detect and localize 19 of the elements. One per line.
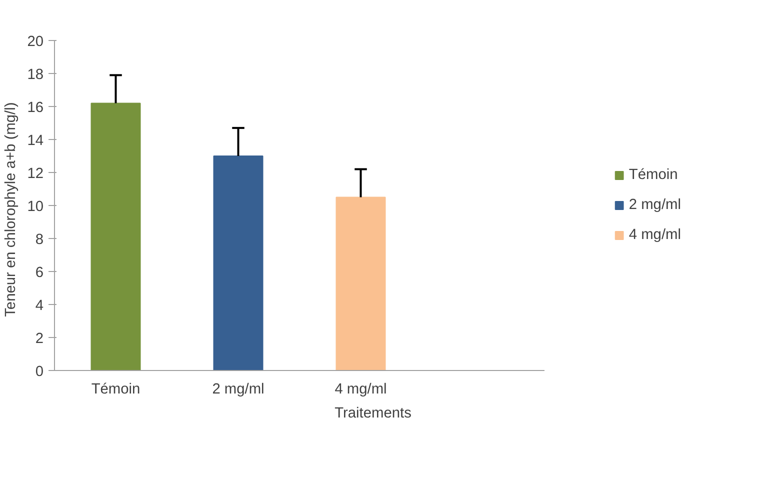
y-tick-label: 4 <box>35 298 44 314</box>
y-tick-label: 16 <box>27 100 44 116</box>
y-tick-label: 18 <box>27 67 44 83</box>
y-tick-label: 2 <box>35 331 44 347</box>
y-tick-label: 10 <box>27 199 44 215</box>
legend-label: Témoin <box>628 167 678 183</box>
x-axis-title: Traitements <box>334 406 412 422</box>
y-tick-label: 20 <box>27 34 44 50</box>
x-tick-label: 2 mg/ml <box>212 382 264 398</box>
legend-label: 4 mg/ml <box>628 227 681 243</box>
legend-label: 2 mg/ml <box>628 197 681 213</box>
y-tick-label: 12 <box>27 166 44 182</box>
x-tick-label: Témoin <box>91 382 140 398</box>
y-tick-label: 6 <box>35 265 44 281</box>
y-tick-label: 0 <box>35 364 44 380</box>
y-tick-label: 8 <box>35 232 44 248</box>
x-tick-label: 4 mg/ml <box>334 382 387 398</box>
y-tick-label: 14 <box>27 133 44 149</box>
y-axis-title: Teneur en chlorophyle a+b (mg/l) <box>3 102 20 317</box>
